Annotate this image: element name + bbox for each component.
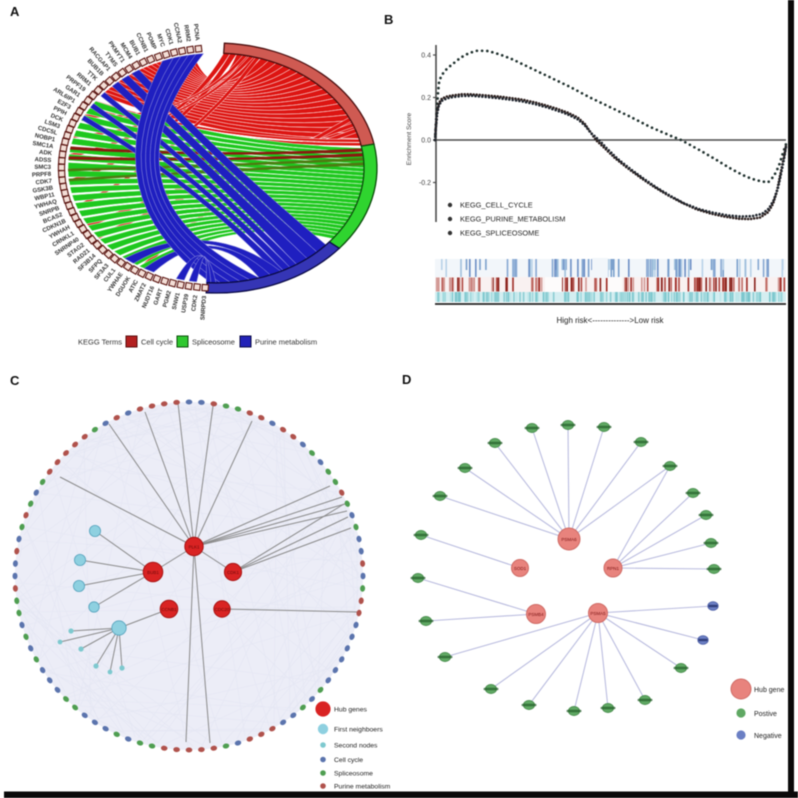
svg-text:Negative: Negative	[754, 733, 782, 740]
svg-text:PGM2: PGM2	[162, 290, 173, 309]
svg-text:A: A	[10, 4, 20, 19]
svg-text:PLK1: PLK1	[188, 544, 200, 549]
svg-text:C: C	[10, 373, 20, 388]
svg-text:0.4: 0.4	[421, 52, 431, 59]
svg-text:Spliceosome: Spliceosome	[192, 338, 235, 347]
svg-text:B: B	[384, 12, 393, 27]
svg-text:MYC: MYC	[155, 33, 165, 48]
svg-text:RPN1: RPN1	[607, 566, 620, 571]
svg-text:Second nodes: Second nodes	[334, 743, 378, 750]
svg-text:First neighboers: First neighboers	[334, 727, 383, 734]
svg-text:CDK2: CDK2	[191, 294, 199, 312]
svg-text:Hub genes: Hub genes	[334, 707, 367, 714]
svg-text:PSMA6: PSMA6	[561, 537, 577, 542]
svg-text:LSM3: LSM3	[43, 119, 61, 130]
svg-text:PSMA5: PSMA5	[590, 611, 606, 616]
svg-text:Postive: Postive	[754, 711, 777, 718]
svg-text:Enrichment Score: Enrichment Score	[406, 112, 413, 165]
svg-text:Hub gene: Hub gene	[754, 687, 784, 694]
svg-text:-0.2: -0.2	[419, 180, 431, 187]
svg-text:SOD1: SOD1	[514, 566, 527, 571]
svg-text:High risk<-------------->Low r: High risk<-------------->Low risk	[556, 316, 664, 325]
svg-text:RRM2: RRM2	[182, 25, 191, 43]
svg-text:SMC1A: SMC1A	[32, 141, 54, 150]
svg-text:YWHAQ: YWHAQ	[34, 199, 58, 211]
svg-text:CCNB1: CCNB1	[161, 607, 177, 612]
svg-text:0.2: 0.2	[421, 95, 431, 102]
svg-text:Cell cycle: Cell cycle	[334, 757, 363, 764]
svg-text:Spliceosome: Spliceosome	[334, 771, 373, 778]
svg-text:WBP11: WBP11	[34, 192, 56, 202]
svg-text:PPIH: PPIH	[52, 106, 67, 117]
svg-text:SNRPD3: SNRPD3	[200, 295, 208, 320]
svg-text:SNW1: SNW1	[172, 292, 182, 311]
svg-text:KEGG_CELL_CYCLE: KEGG_CELL_CYCLE	[460, 201, 533, 210]
svg-text:SMC3: SMC3	[34, 165, 51, 171]
svg-text:PCNA: PCNA	[192, 24, 200, 42]
svg-text:CDK1: CDK1	[163, 28, 173, 46]
svg-text:0.0: 0.0	[421, 137, 431, 144]
svg-text:Purine metabolism: Purine metabolism	[334, 784, 391, 791]
svg-text:PRPF8: PRPF8	[32, 172, 52, 179]
svg-text:GART: GART	[153, 288, 164, 306]
svg-text:BUB1: BUB1	[147, 570, 159, 575]
svg-text:CCNA2: CCNA2	[172, 22, 183, 44]
svg-text:ADSS: ADSS	[34, 157, 51, 164]
svg-text:CDC5L: CDC5L	[37, 126, 58, 137]
svg-text:USP39: USP39	[181, 293, 190, 313]
svg-text:KEGG_PURINE_METABOLISM: KEGG_PURINE_METABOLISM	[460, 215, 565, 224]
svg-text:KEGG_SPLICEOSOME: KEGG_SPLICEOSOME	[460, 229, 539, 238]
svg-text:DCK: DCK	[50, 113, 65, 124]
svg-text:PSMB4: PSMB4	[528, 612, 544, 617]
svg-text:Purine metabolism: Purine metabolism	[255, 338, 317, 347]
svg-text:NOBP1: NOBP1	[34, 133, 56, 144]
svg-text:D: D	[402, 372, 411, 387]
svg-text:KEGG Terms: KEGG Terms	[78, 338, 122, 347]
svg-text:CDK7: CDK7	[35, 179, 53, 187]
svg-text:Cell cycle: Cell cycle	[141, 338, 173, 347]
svg-text:CDC20: CDC20	[215, 607, 230, 612]
svg-text:CDK1: CDK1	[227, 570, 240, 575]
svg-text:GSK3B: GSK3B	[32, 185, 54, 194]
svg-text:ADK: ADK	[39, 150, 53, 158]
